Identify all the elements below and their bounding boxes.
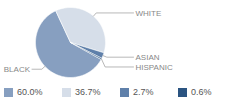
svg-text:HISPANIC: HISPANIC <box>136 63 173 72</box>
svg-text:WHITE: WHITE <box>136 9 162 18</box>
html-text:36.7%: 36.7% <box>75 87 101 97</box>
html-text:60.0%: 60.0% <box>17 87 43 97</box>
svg-text:ASIAN: ASIAN <box>136 53 160 62</box>
html-text:2.7%: 2.7% <box>133 87 154 97</box>
html-text:0.6%: 0.6% <box>191 87 212 97</box>
svg-text:BLACK: BLACK <box>4 65 31 74</box>
